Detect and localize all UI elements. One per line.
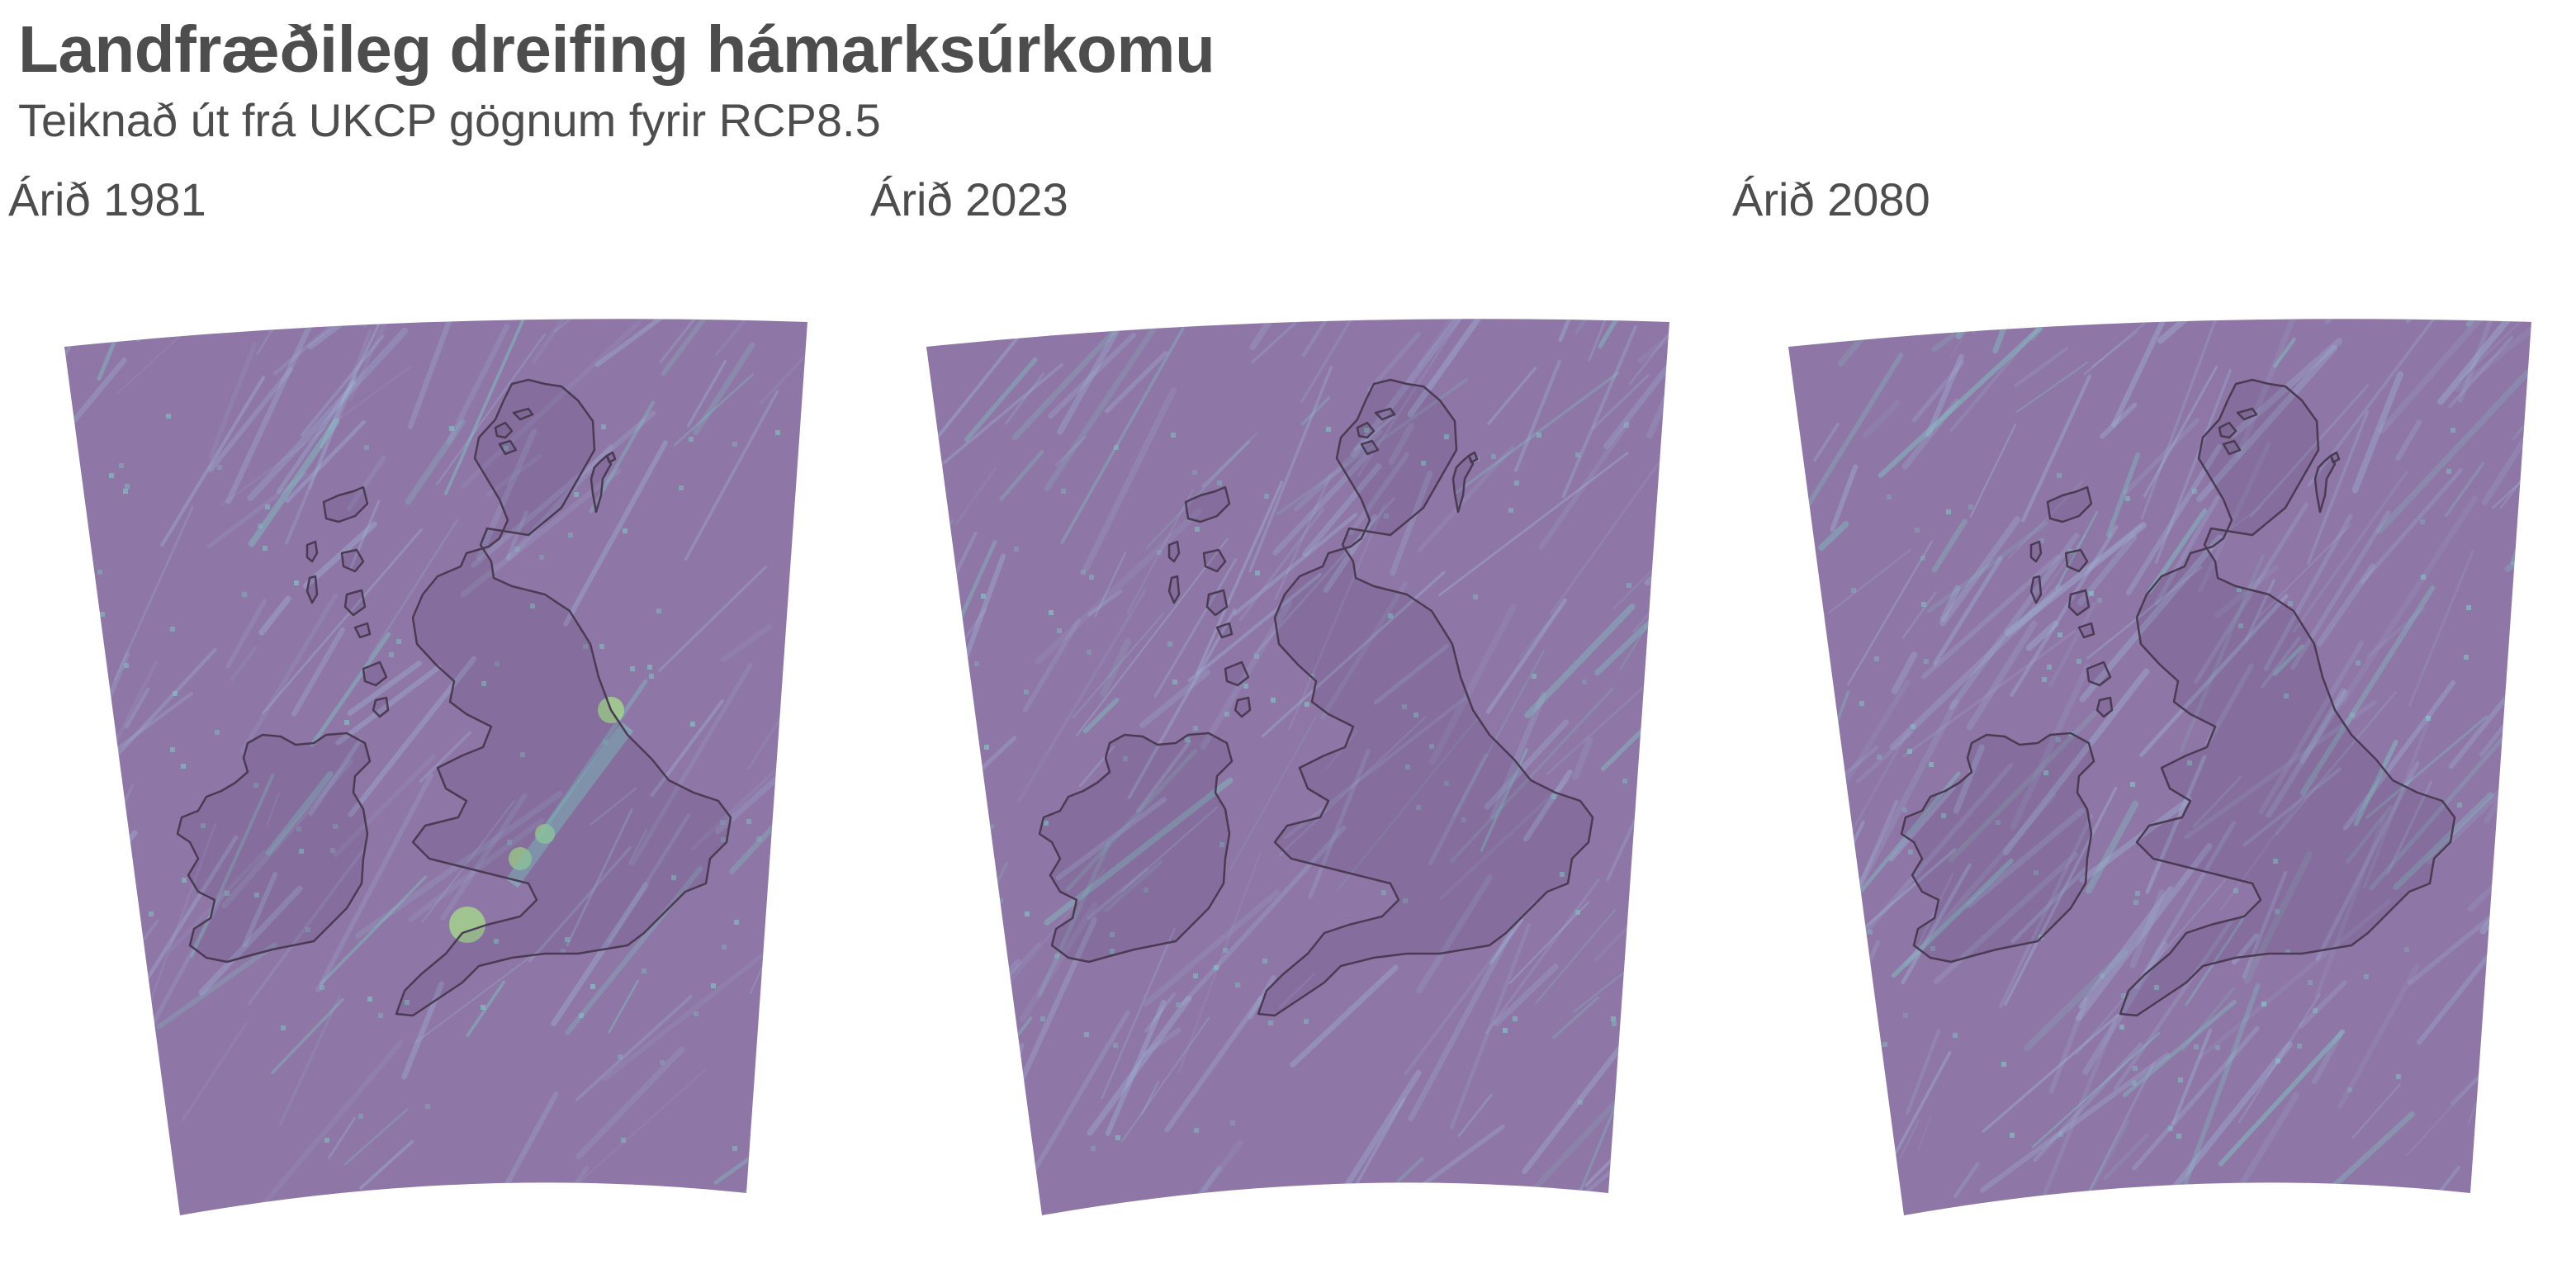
island-outline bbox=[1356, 421, 1376, 439]
island-outline bbox=[1374, 407, 1396, 421]
island-outline bbox=[1205, 589, 1229, 617]
map-canvas-2023 bbox=[926, 319, 1669, 1215]
island-outline bbox=[2218, 421, 2237, 439]
island-outline bbox=[2086, 661, 2112, 687]
island-outline bbox=[1202, 548, 1227, 573]
island-outline bbox=[1234, 696, 1252, 718]
island-outline bbox=[2329, 451, 2341, 464]
island-outline bbox=[2046, 485, 2093, 523]
ireland-outline bbox=[176, 732, 372, 964]
island-outline bbox=[340, 548, 365, 573]
panel-title-2023: Árið 2023 bbox=[870, 173, 1068, 225]
data-field-1981 bbox=[64, 319, 807, 1215]
map-panel-2080: Árið 2080 bbox=[1724, 165, 2576, 1288]
great-britain-outline bbox=[2119, 378, 2456, 1017]
island-outline bbox=[605, 451, 617, 464]
page-subtitle: Teiknað út frá UKCP gögnum fyrir RCP8.5 bbox=[18, 94, 881, 146]
island-outline bbox=[2236, 407, 2258, 421]
island-outline bbox=[2313, 454, 2337, 514]
island-outline bbox=[1451, 454, 1475, 514]
island-outline bbox=[1467, 451, 1479, 464]
coastline-2080 bbox=[1900, 378, 2456, 1017]
ireland-outline bbox=[1038, 732, 1234, 964]
island-outline bbox=[305, 575, 319, 604]
page-title: Landfræðileg dreifing hámarksúrkomu bbox=[18, 12, 1215, 86]
island-outline bbox=[2222, 439, 2242, 456]
map-canvas-2080 bbox=[1788, 319, 2531, 1215]
island-outline bbox=[2095, 696, 2114, 718]
data-field-2023 bbox=[926, 319, 1669, 1215]
island-outline bbox=[2029, 575, 2043, 604]
map-canvas-1981 bbox=[64, 319, 807, 1215]
island-outline bbox=[512, 407, 534, 421]
great-britain-outline bbox=[395, 378, 732, 1017]
data-field-2080 bbox=[1788, 319, 2531, 1215]
island-outline bbox=[322, 485, 369, 523]
island-outline bbox=[1167, 575, 1181, 604]
panel-title-1981: Árið 1981 bbox=[8, 173, 206, 225]
coastline-2023 bbox=[1038, 378, 1594, 1017]
island-outline bbox=[590, 454, 613, 514]
island-outline bbox=[353, 622, 372, 639]
coastline-1981 bbox=[176, 378, 732, 1017]
island-outline bbox=[343, 589, 367, 617]
island-outline bbox=[372, 696, 390, 718]
island-outline bbox=[1224, 661, 1250, 687]
map-panel-2023: Árið 2023 bbox=[862, 165, 1721, 1288]
island-outline bbox=[2067, 589, 2091, 617]
panel-title-2080: Árið 2080 bbox=[1732, 173, 1930, 225]
island-outline bbox=[494, 421, 514, 439]
great-britain-outline bbox=[1257, 378, 1594, 1017]
island-outline bbox=[2064, 548, 2089, 573]
island-outline bbox=[498, 439, 518, 456]
ireland-outline bbox=[1900, 732, 2095, 964]
island-outline bbox=[1167, 540, 1181, 563]
island-outline bbox=[2077, 622, 2095, 639]
island-outline bbox=[305, 540, 319, 563]
island-outline bbox=[1184, 485, 1231, 523]
island-outline bbox=[1215, 622, 1234, 639]
map-panel-1981: Árið 1981 bbox=[0, 165, 859, 1288]
island-outline bbox=[1360, 439, 1380, 456]
island-outline bbox=[362, 661, 388, 687]
island-outline bbox=[2029, 540, 2043, 563]
